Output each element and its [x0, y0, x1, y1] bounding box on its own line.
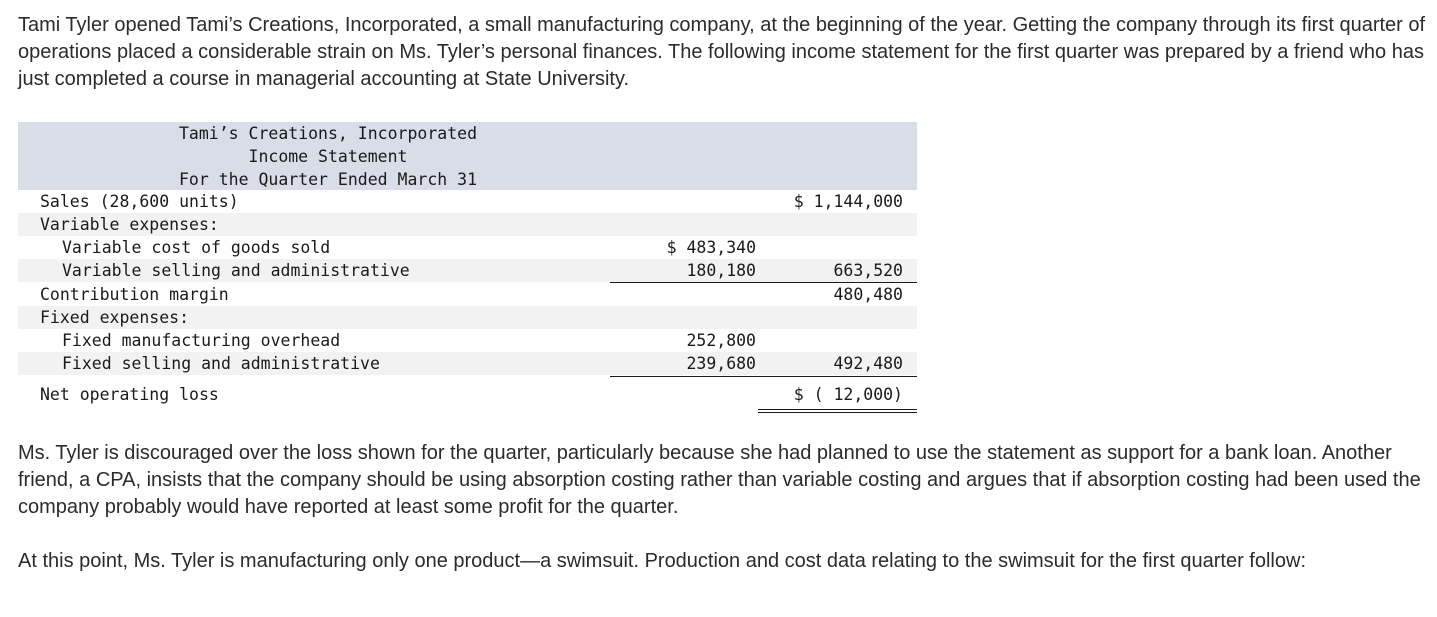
row-label: Fixed manufacturing overhead	[62, 331, 341, 350]
statement-company: Tami’s Creations, Incorporated	[178, 124, 477, 143]
row-col2: $ ( 12,000)	[793, 385, 903, 404]
row-label: Variable cost of goods sold	[62, 238, 331, 257]
row-col2: $ 1,144,000	[793, 192, 903, 211]
statement-header: Tami’s Creations, Incorporated Income St…	[18, 122, 917, 190]
row-col2: 663,520	[833, 261, 903, 280]
double-rule-top	[758, 409, 917, 410]
product-paragraph: At this point, Ms. Tyler is manufacturin…	[18, 550, 1306, 572]
row-variable-sga: Variable selling and administrative 180,…	[18, 259, 917, 282]
intro-paragraph: Tami Tyler opened Tami’s Creations, Inco…	[18, 14, 1426, 90]
row-label: Fixed expenses:	[40, 308, 190, 327]
row-col1: 252,800	[686, 331, 756, 350]
row-sales: Sales (28,600 units) $ 1,144,000	[18, 190, 917, 213]
row-label: Contribution margin	[40, 285, 229, 304]
statement-period: For the Quarter Ended March 31	[178, 170, 477, 189]
row-variable-cogs: Variable cost of goods sold $ 483,340	[18, 236, 917, 259]
statement-title: Income Statement	[248, 147, 408, 166]
row-col2: 480,480	[833, 285, 903, 304]
row-net-operating-loss: Net operating loss $ ( 12,000)	[18, 383, 917, 406]
row-variable-expenses: Variable expenses:	[18, 213, 917, 236]
row-label: Variable selling and administrative	[62, 261, 410, 280]
row-fixed-overhead: Fixed manufacturing overhead 252,800	[18, 329, 917, 352]
row-label: Net operating loss	[40, 385, 219, 404]
row-contribution-margin: Contribution margin 480,480	[18, 283, 917, 306]
row-label: Fixed selling and administrative	[62, 354, 380, 373]
income-statement: Tami’s Creations, Incorporated Income St…	[18, 122, 917, 416]
double-rule-bottom	[758, 412, 917, 413]
row-label: Variable expenses:	[40, 215, 219, 234]
row-fixed-sga: Fixed selling and administrative 239,680…	[18, 352, 917, 375]
discussion-paragraph: Ms. Tyler is discouraged over the loss s…	[18, 442, 1421, 518]
subtotal-rule	[610, 282, 917, 283]
subtotal-rule	[610, 376, 917, 377]
row-col2: 492,480	[833, 354, 903, 373]
row-label: Sales (28,600 units)	[40, 192, 239, 211]
row-col1: $ 483,340	[666, 238, 756, 257]
row-col1: 239,680	[686, 354, 756, 373]
row-col1: 180,180	[686, 261, 756, 280]
row-fixed-expenses: Fixed expenses:	[18, 306, 917, 329]
